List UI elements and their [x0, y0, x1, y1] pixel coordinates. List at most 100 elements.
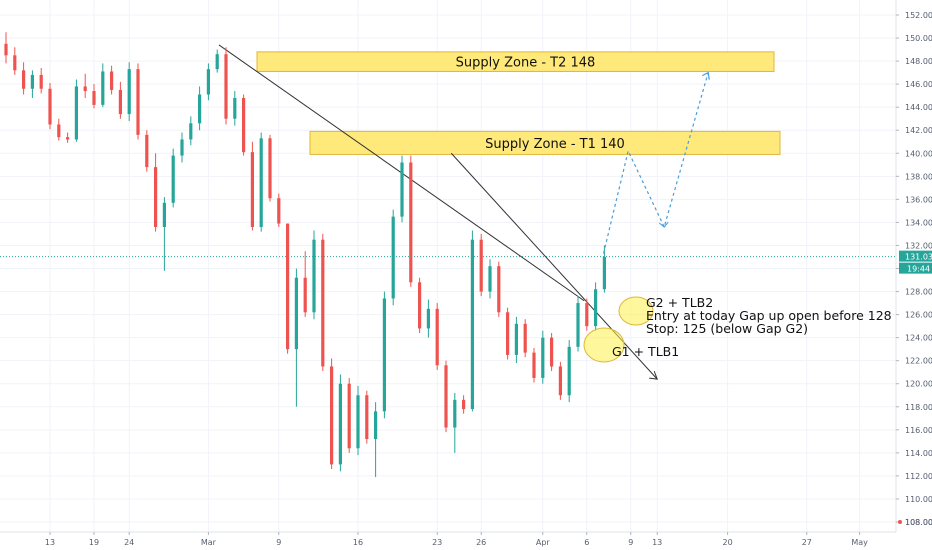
candle-body [382, 298, 386, 412]
projection-turn-marker [658, 221, 669, 228]
time-tick-label: 23 [432, 538, 442, 547]
time-tick-label: 9 [276, 538, 281, 547]
price-tick-label: 114.00 [905, 449, 932, 458]
bottom-price-marker [898, 520, 902, 524]
candle-body [118, 89, 122, 115]
candle-body [180, 139, 184, 156]
candle-body [506, 312, 510, 355]
candle-body [74, 86, 78, 140]
candle-body [13, 55, 17, 71]
supply-zone [256, 51, 775, 72]
candle-body [338, 383, 342, 465]
candle-body [321, 239, 325, 367]
time-tick-label: Apr [536, 538, 551, 547]
price-tick-label: 140.00 [905, 149, 932, 158]
candle-body [523, 323, 527, 353]
candle-body [435, 308, 439, 366]
price-tick-label: 122.00 [905, 357, 932, 366]
trendline-arrowhead [649, 370, 658, 380]
time-tick-label: 16 [353, 538, 363, 547]
price-tick-label: 146.00 [905, 80, 932, 89]
time-tick-label: 27 [802, 538, 812, 547]
candle-body [400, 162, 404, 217]
candle-body [250, 152, 254, 228]
annotation-note: Stop: 125 (below Gap G2) [646, 321, 808, 336]
time-axis-background [0, 532, 896, 550]
candle-body [356, 395, 360, 449]
candle-body [312, 239, 316, 313]
candle-body [48, 88, 52, 125]
candle-body [189, 123, 193, 140]
candle-body [136, 69, 140, 135]
annotation-note: Entry at today Gap up open before 128 [646, 308, 892, 323]
candle-body [585, 303, 589, 327]
plot-background [0, 0, 896, 532]
price-tick-label: 118.00 [905, 403, 932, 412]
price-tick-label: 138.00 [905, 172, 932, 181]
candle-body [409, 162, 413, 283]
price-tick-label: 152.00 [905, 11, 932, 20]
time-tick-label: 26 [476, 538, 486, 547]
candle-body [294, 277, 298, 350]
candle-body [57, 124, 61, 138]
candle-body [532, 352, 536, 378]
candle-body [470, 239, 474, 410]
candle-body [286, 223, 290, 350]
price-tick-label: 144.00 [905, 103, 932, 112]
candle-body [66, 137, 70, 140]
candle-body [567, 346, 571, 396]
time-tick-label: May [851, 538, 868, 547]
candle-body [453, 399, 457, 428]
candle-body [514, 323, 518, 355]
price-tick-label: 124.00 [905, 334, 932, 343]
candle-body [558, 366, 562, 396]
annotation-note: G1 + TLB1 [612, 344, 679, 359]
countdown-badge [899, 262, 932, 274]
candle-body [602, 256, 606, 290]
candle-body [215, 54, 219, 70]
time-tick-label: 24 [124, 538, 134, 547]
candle-body [418, 282, 422, 329]
candle-body [30, 74, 34, 89]
price-tick-label: 112.00 [905, 472, 932, 481]
candle-body [145, 134, 149, 168]
candle-body [198, 94, 202, 124]
price-tick-label: 128.00 [905, 288, 932, 297]
time-tick-label: 13 [45, 538, 55, 547]
price-tick-label: 150.00 [905, 34, 932, 43]
candle-body [277, 198, 281, 224]
price-tick-label: 142.00 [905, 126, 932, 135]
candle-body [462, 399, 466, 410]
time-tick-label: 6 [584, 538, 589, 547]
candle-body [303, 277, 307, 313]
candle-body [479, 239, 483, 292]
annotation-note: G2 + TLB2 [646, 295, 713, 310]
supply-zones: Supply Zone - T2 148 Supply Zone - T1 140 [256, 51, 781, 155]
candle-body [330, 366, 334, 465]
candle-body [576, 303, 580, 347]
supply-zone-label: Supply Zone - T1 140 [485, 137, 625, 152]
candle-body [242, 97, 246, 153]
price-tick-label: 110.00 [905, 495, 932, 504]
price-tick-label: 120.00 [905, 380, 932, 389]
supply-zone-label: Supply Zone - T2 148 [456, 56, 596, 71]
countdown-label: 19:44 [907, 265, 930, 274]
candle-body [110, 71, 114, 90]
price-tick-label: 132.00 [905, 241, 932, 250]
time-axis[interactable]: 13 19 24 Mar 9 16 23 26 Apr 6 9 13 20 27 May [0, 531, 896, 550]
candle-body [374, 411, 378, 440]
projection-path [602, 71, 710, 254]
last-price-label: 131.03 [905, 253, 932, 262]
last-price-badge [899, 250, 932, 262]
candle-body [127, 69, 131, 115]
time-tick-label: Mar [201, 538, 217, 547]
price-axis[interactable]: 108.00 110.00 112.00 114.00 116.00 118.00 120.… [895, 0, 932, 550]
price-tick-label: 136.00 [905, 195, 932, 204]
candle-body [426, 308, 430, 329]
time-tick-label: 19 [89, 538, 99, 547]
candle-body [497, 266, 501, 313]
projection-arrowhead [701, 71, 710, 80]
candle-body [92, 91, 96, 105]
